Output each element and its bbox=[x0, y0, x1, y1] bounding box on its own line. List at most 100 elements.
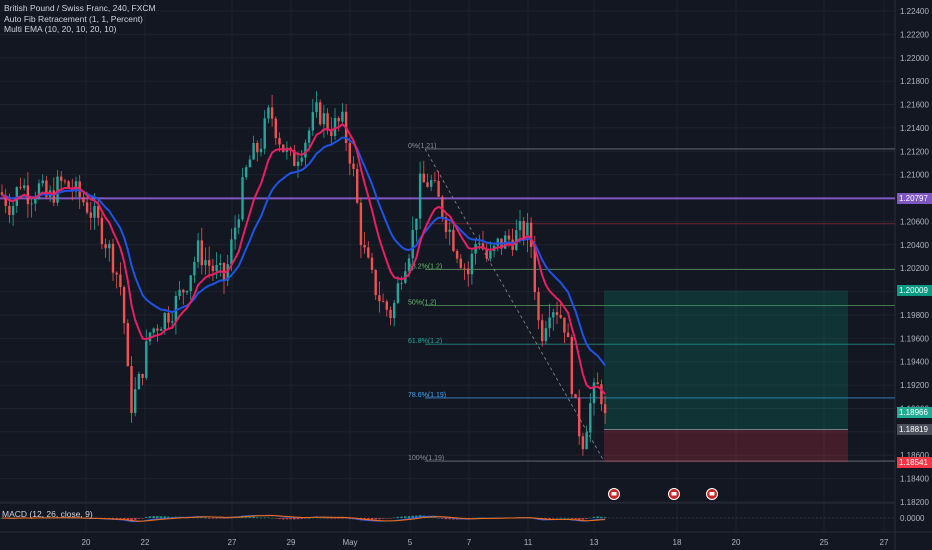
candle-body bbox=[396, 283, 400, 303]
macd-histogram-bar bbox=[474, 517, 477, 519]
time-tick-label: 20 bbox=[732, 538, 741, 547]
time-tick-label: 27 bbox=[880, 538, 889, 547]
candle-body bbox=[459, 258, 462, 268]
price-tick-label: 1.19600 bbox=[900, 334, 929, 343]
candle-body bbox=[11, 205, 15, 215]
candle-body bbox=[219, 263, 222, 265]
candle-body bbox=[378, 295, 381, 302]
flag-icon[interactable] bbox=[706, 488, 718, 500]
candle-body bbox=[589, 403, 592, 433]
candle-body bbox=[437, 180, 440, 197]
candle-body bbox=[330, 130, 333, 137]
candle-body bbox=[518, 221, 522, 231]
flag-icon-mark bbox=[611, 492, 617, 496]
macd-histogram-bar bbox=[444, 518, 448, 520]
long-position-tool[interactable] bbox=[604, 290, 848, 463]
candle-body bbox=[570, 337, 573, 395]
macd-histogram-bar bbox=[330, 518, 333, 519]
macd-histogram-bar bbox=[119, 518, 122, 519]
macd-histogram-bar bbox=[367, 518, 370, 520]
price-tick-label: 1.20200 bbox=[900, 264, 929, 273]
macd-histogram-bar bbox=[152, 516, 155, 518]
candle-body bbox=[67, 181, 70, 189]
candle-body bbox=[467, 268, 470, 275]
candle-body bbox=[559, 315, 562, 318]
candle-body bbox=[326, 113, 329, 131]
macd-histogram-bar bbox=[381, 518, 385, 519]
candle-body bbox=[178, 289, 181, 296]
price-tick-label: 1.20400 bbox=[900, 241, 929, 250]
macd-histogram-bar bbox=[404, 516, 407, 518]
macd-histogram-bar bbox=[322, 517, 326, 519]
macd-histogram-bar bbox=[159, 516, 163, 518]
candle-body bbox=[122, 287, 126, 324]
macd-histogram-bar bbox=[281, 518, 285, 520]
candle-body bbox=[163, 312, 166, 330]
symbol-title: British Pound / Swiss Franc, 240, FXCM bbox=[4, 3, 156, 13]
candle-body bbox=[348, 143, 351, 164]
macd-histogram-bar bbox=[378, 518, 381, 520]
price-tick-label: 1.21200 bbox=[900, 147, 929, 156]
price-tag: 1.20797 bbox=[897, 192, 932, 204]
candle-body bbox=[489, 250, 492, 259]
candle-body bbox=[211, 265, 215, 272]
macd-histogram-bar bbox=[478, 517, 481, 519]
loss-zone bbox=[604, 429, 848, 463]
candle-body bbox=[126, 323, 129, 367]
candle-body bbox=[89, 212, 92, 218]
macd-histogram-bar bbox=[396, 516, 400, 518]
candle-body bbox=[174, 295, 178, 322]
candle-body bbox=[134, 389, 137, 413]
candle-body bbox=[304, 142, 307, 158]
fib-retracement[interactable]: 0%(1.21) 38.2%(1.2) 50%(1.2) 61.8%(1.2) 78.6… bbox=[408, 143, 895, 462]
macd-histogram-bar bbox=[566, 517, 570, 519]
macd-histogram-bar bbox=[170, 516, 174, 518]
candle-body bbox=[200, 240, 203, 266]
candle-body bbox=[415, 218, 418, 230]
candle-body bbox=[455, 251, 459, 259]
time-axis[interactable]: 20 22 27 29 May 5 7 11 13 18 20 25 27 bbox=[82, 538, 889, 547]
flag-icon[interactable] bbox=[608, 488, 620, 500]
candle-body bbox=[596, 382, 599, 385]
macd-histogram-bar bbox=[296, 518, 300, 520]
candle-body bbox=[182, 289, 185, 293]
price-tick-label: 1.19400 bbox=[900, 358, 929, 367]
macd-histogram-bar bbox=[307, 517, 311, 519]
candle-body bbox=[367, 247, 370, 258]
candle-body bbox=[385, 301, 388, 310]
candle-body bbox=[293, 150, 296, 166]
candle-body bbox=[108, 243, 111, 249]
candle-body bbox=[100, 217, 104, 245]
macd-histogram-bar bbox=[252, 516, 255, 518]
candle-body bbox=[274, 118, 277, 138]
flag-icon[interactable] bbox=[668, 488, 680, 500]
candle-body bbox=[555, 312, 559, 316]
candle-body bbox=[45, 180, 48, 197]
event-icons[interactable] bbox=[608, 488, 718, 500]
macd-histogram-bar bbox=[115, 518, 118, 519]
candle-body bbox=[82, 197, 85, 203]
macd-histogram-bar bbox=[122, 518, 126, 520]
candle-body bbox=[311, 112, 314, 131]
macd-legend[interactable]: MACD (12, 26, close, 9) bbox=[2, 509, 93, 519]
macd-histogram-bar bbox=[126, 518, 130, 520]
macd-histogram-bar bbox=[374, 518, 377, 520]
candle-body bbox=[585, 432, 588, 450]
candle-body bbox=[159, 329, 163, 331]
candle-body bbox=[341, 111, 344, 122]
candle-body bbox=[248, 159, 252, 168]
flag-icon-mark bbox=[709, 492, 715, 496]
macd-histogram-bar bbox=[441, 518, 444, 519]
indicator-legend-ema[interactable]: Multi EMA (10, 20, 10, 20, 10) bbox=[4, 24, 117, 34]
macd-histogram-bar bbox=[400, 516, 403, 518]
macd-histogram-bar bbox=[433, 517, 437, 518]
candle-body bbox=[115, 272, 118, 275]
macd-pane[interactable] bbox=[0, 514, 895, 523]
ema-slow-line bbox=[1, 136, 606, 367]
time-tick-label: 20 bbox=[82, 538, 91, 547]
price-tick-label: 1.22200 bbox=[900, 30, 929, 39]
candle-body bbox=[592, 382, 596, 404]
indicator-legend-fib[interactable]: Auto Fib Retracement (1, 1, Percent) bbox=[4, 14, 143, 24]
